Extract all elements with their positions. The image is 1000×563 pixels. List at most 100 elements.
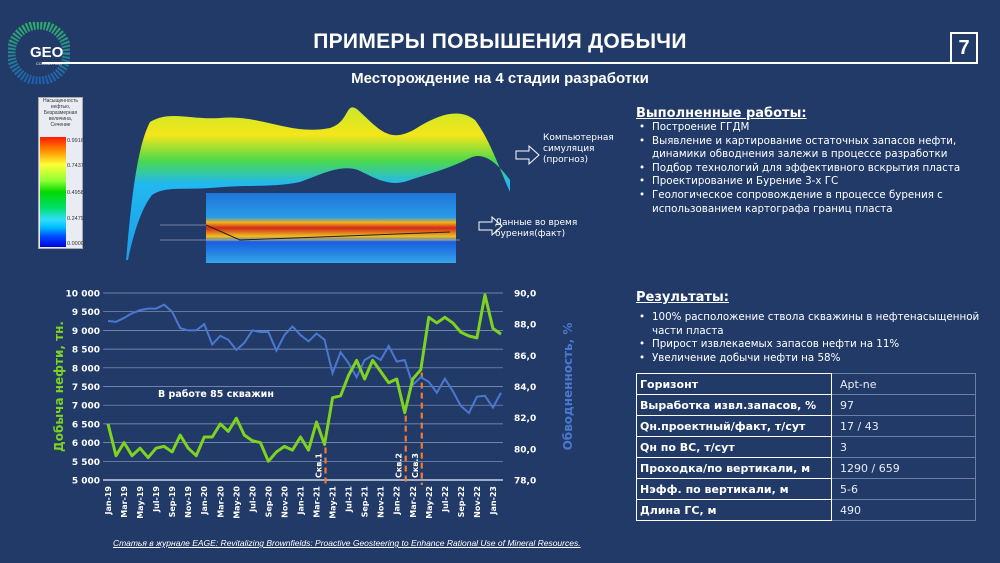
oil-production-line xyxy=(106,293,502,463)
y2-tick-label: 78,0 xyxy=(514,477,536,487)
x-tick-label: Jan-21 xyxy=(296,486,305,516)
colorbar-tick: 0.0000 xyxy=(67,241,84,247)
well-marker-label: Скв.1 xyxy=(315,453,324,478)
y2-axis-label: Обводненность, % xyxy=(561,323,575,451)
simulation-section-image xyxy=(126,107,510,263)
x-tick-label: Nov-19 xyxy=(184,486,193,518)
x-tick-label: Jul-19 xyxy=(152,486,161,513)
page-title: ПРИМЕРЫ ПОВЫШЕНИЯ ДОБЫЧИ xyxy=(313,30,687,53)
works-list: Построение ГГДМ Выявление и картирование… xyxy=(636,121,996,216)
colorbar-tick: 0.4958 xyxy=(67,190,84,196)
x-tick-label: Jan-20 xyxy=(200,486,209,516)
logo-text: GEO xyxy=(30,44,64,61)
arrow-right-icon xyxy=(478,216,503,236)
results-item: 100% расположение ствола скважины в нефт… xyxy=(636,311,996,338)
y-tick-label: 5 000 xyxy=(72,477,100,487)
x-tick-label: Mar-19 xyxy=(120,486,129,518)
x-tick-label: Jan-23 xyxy=(489,486,498,516)
well-marker-label: Скв.3 xyxy=(411,453,420,478)
x-tick-label: Sep-21 xyxy=(361,486,370,518)
x-tick-label: Jul-21 xyxy=(345,486,354,513)
param-value: 490 xyxy=(831,499,976,521)
y2-tick-label: 90,0 xyxy=(514,290,536,300)
y-tick-label: 7 000 xyxy=(72,402,100,412)
table-row: Qн по ВС, т/сут 3 xyxy=(636,436,976,458)
x-tick-label: Nov-20 xyxy=(280,486,289,518)
y2-tick-label: 88,0 xyxy=(514,321,536,331)
param-value: 5-6 xyxy=(831,478,976,500)
param-name: Горизонт xyxy=(636,373,832,395)
param-name: Длина ГС, м xyxy=(636,499,832,521)
colorbar-tick: 0.7437 xyxy=(67,163,84,169)
arrow-right-icon xyxy=(515,145,540,165)
results-list: 100% расположение ствола скважины в нефт… xyxy=(636,311,996,365)
param-name: Проходка/по вертикали, м xyxy=(636,457,832,479)
drilling-label: Данные во время бурения(факт) xyxy=(495,218,578,239)
table-row: Нэфф. по вертикали, м 5-6 xyxy=(636,478,976,500)
x-tick-label: May-22 xyxy=(425,486,434,519)
y-tick-label: 6 500 xyxy=(72,420,100,430)
x-tick-label: Sep-22 xyxy=(457,486,466,517)
y-tick-label: 10 000 xyxy=(66,290,100,300)
x-tick-label: Sep-19 xyxy=(168,486,177,518)
table-row: Горизонт Apt-ne xyxy=(636,373,976,395)
param-value: 17 / 43 xyxy=(831,415,976,437)
results-heading: Результаты: xyxy=(636,290,729,305)
colorbar-tick: 0.9916 xyxy=(67,138,84,144)
y-tick-label: 9 000 xyxy=(72,327,100,337)
simulation-label: Компьютерная симуляция (прогноз) xyxy=(543,133,614,165)
y-tick-label: 9 500 xyxy=(72,308,100,318)
works-item: Построение ГГДМ xyxy=(636,121,996,135)
param-value: 97 xyxy=(831,394,976,416)
table-row: Выработка извл.запасов, % 97 xyxy=(636,394,976,416)
y2-tick-label: 86,0 xyxy=(514,352,536,362)
globe-logo-icon xyxy=(8,22,70,84)
production-chart: 10 000 9 500 9 000 8 500 8 000 7 500 7 000 6 50… xyxy=(52,290,575,519)
works-item: Геологическое сопровождение в процессе б… xyxy=(636,189,996,216)
table-row: Длина ГС, м 490 xyxy=(636,499,976,521)
param-name: Qн.проектный/факт, т/сут xyxy=(636,415,832,437)
chart-annotation: В работе 85 скважин xyxy=(158,389,274,400)
y-axis-label: Добыча нефти, тн. xyxy=(52,321,66,452)
y-tick-label: 8 000 xyxy=(72,364,100,374)
works-section: Выполненные работы: Построение ГГДМ Выяв… xyxy=(636,106,996,216)
param-value: Apt-ne xyxy=(831,373,976,395)
y2-tick-label: 84,0 xyxy=(514,383,536,393)
well-marker-label: Скв.2 xyxy=(395,453,404,478)
x-tick-label: May-19 xyxy=(136,486,145,519)
works-item: Проектирование и Бурение 3-х ГС xyxy=(636,175,996,189)
param-name: Qн по ВС, т/сут xyxy=(636,436,832,458)
page-subtitle: Месторождение на 4 стадии разработки xyxy=(351,70,649,87)
y-tick-label: 8 500 xyxy=(72,346,100,356)
page-number: 7 xyxy=(950,32,978,64)
x-tick-label: Mar-21 xyxy=(313,486,322,518)
x-tick-label: Mar-22 xyxy=(409,486,418,518)
y2-tick-label: 82,0 xyxy=(514,414,536,424)
article-link[interactable]: Статья в журнале EAGE: Revitalizing Brow… xyxy=(113,538,581,548)
results-item: Увеличение добычи нефти на 58% xyxy=(636,352,996,366)
x-tick-label: Mar-20 xyxy=(216,486,225,518)
y2-tick-label: 80,0 xyxy=(514,445,536,455)
parameters-table: Горизонт Apt-ne Выработка извл.запасов, % 9… xyxy=(636,373,976,521)
y-tick-label: 6 000 xyxy=(72,439,100,449)
results-item: Прирост извлекаемых запасов нефти на 11% xyxy=(636,338,996,352)
colorbar-tick: 0.2479 xyxy=(67,216,84,222)
param-name: Выработка извл.запасов, % xyxy=(636,394,832,416)
works-item: Выявление и картирование остаточных запа… xyxy=(636,135,996,162)
y-tick-label: 5 500 xyxy=(72,458,100,468)
y-tick-label: 7 500 xyxy=(72,383,100,393)
works-item: Подбор технологий для эффективного вскры… xyxy=(636,162,996,176)
param-name: Нэфф. по вертикали, м xyxy=(636,478,832,500)
x-tick-label: Jan-22 xyxy=(393,486,402,516)
table-row: Проходка/по вертикали, м 1290 / 659 xyxy=(636,457,976,479)
works-heading: Выполненные работы: xyxy=(636,106,807,121)
x-tick-label: Jul-20 xyxy=(248,486,257,513)
colorbar-gradient xyxy=(40,137,66,247)
x-tick-label: Nov-21 xyxy=(377,486,386,518)
header-divider xyxy=(42,62,957,64)
water-cut-line xyxy=(107,303,502,415)
param-value: 3 xyxy=(831,436,976,458)
x-tick-label: Nov-22 xyxy=(473,486,482,518)
x-tick-label: Jul-22 xyxy=(441,486,450,513)
x-tick-label: Sep-20 xyxy=(264,486,273,518)
